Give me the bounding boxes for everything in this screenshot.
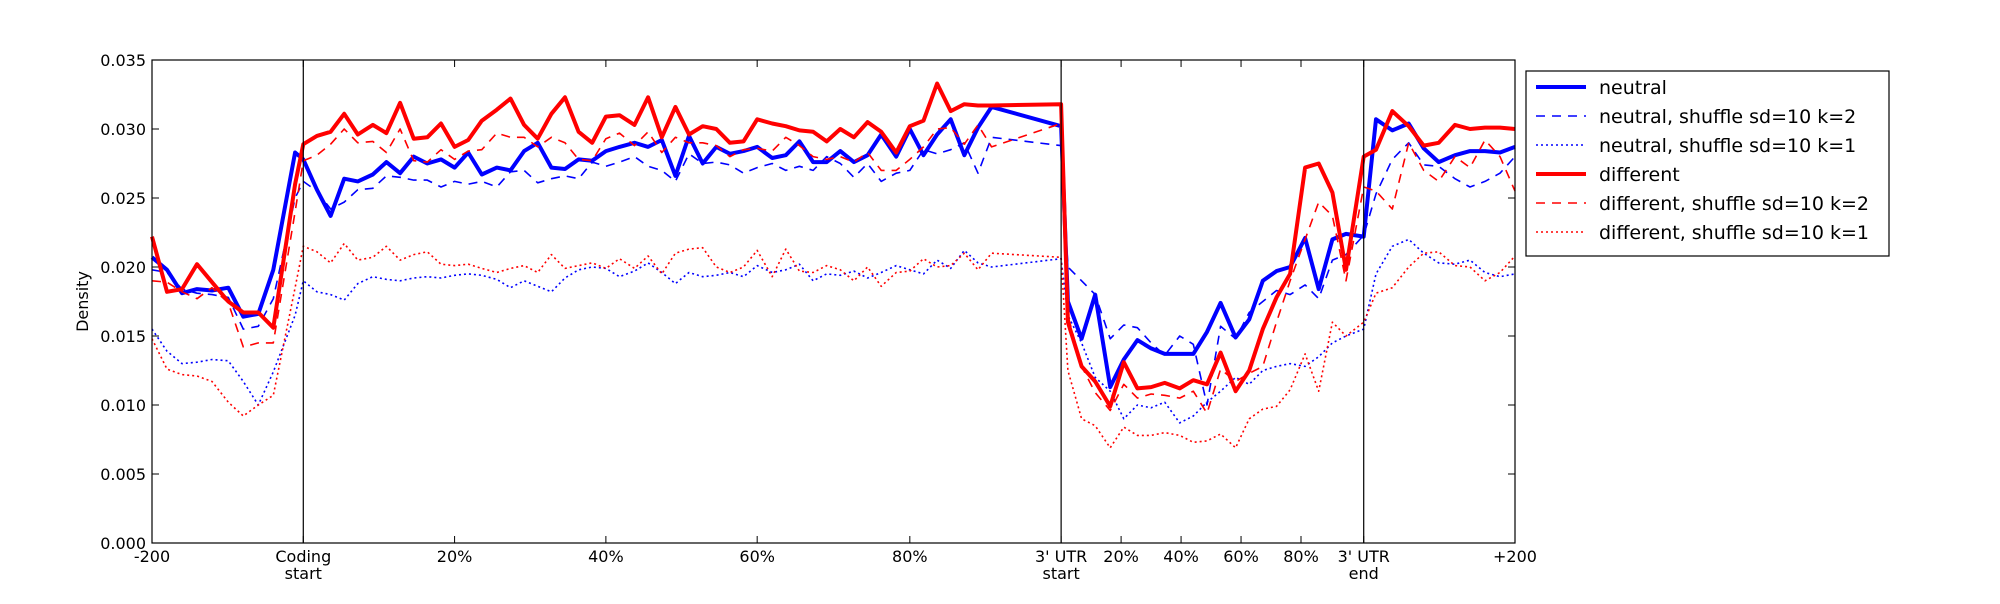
- y-tick-label: 0.010: [100, 396, 146, 415]
- x-tick-label: 80%: [892, 547, 928, 566]
- frame-layer: [151, 59, 1516, 544]
- series-line-4: [150, 81, 1516, 409]
- y-tick-label: 0.025: [100, 189, 146, 208]
- legend-label: different, shuffle sd=10 k=1: [1599, 222, 1869, 244]
- legend: neutral neutral, shuffle sd=10 k=2 neutral…: [1525, 70, 1890, 257]
- x-tick-label: 60%: [1223, 547, 1259, 566]
- plot-frame: [151, 59, 1516, 544]
- y-axis-label: Density: [73, 271, 92, 332]
- legend-label: neutral: [1599, 77, 1667, 99]
- x-tick-label: 60%: [739, 547, 775, 566]
- y-tick-label: 0.030: [100, 120, 146, 139]
- series-line-3: [151, 238, 1516, 424]
- legend-label: neutral, shuffle sd=10 k=1: [1599, 135, 1856, 157]
- y-tick-label: 0.020: [100, 258, 146, 277]
- x-tick-label: 40%: [588, 547, 624, 566]
- series-layer: [150, 81, 1516, 449]
- legend-label: neutral, shuffle sd=10 k=2: [1599, 106, 1856, 128]
- y-tick-label: 0.000: [100, 534, 146, 553]
- series-line-6: [151, 242, 1516, 449]
- x-tick-label: 40%: [1163, 547, 1199, 566]
- legend-label: different: [1599, 164, 1680, 186]
- x-tick-label: 20%: [437, 547, 473, 566]
- x-tick-label: -200: [134, 547, 170, 566]
- y-tick-label: 0.015: [100, 327, 146, 346]
- legend-label: different, shuffle sd=10 k=2: [1599, 193, 1869, 215]
- x-tick-label: 20%: [1103, 547, 1139, 566]
- series-line-1: [150, 104, 1516, 390]
- x-tick-label: +200: [1493, 547, 1537, 566]
- x-tick-label: 3' UTR end: [1338, 547, 1390, 583]
- series-line-2: [151, 136, 1516, 406]
- x-tick-label: 3' UTR start: [1035, 547, 1087, 583]
- y-tick-label: 0.035: [100, 51, 146, 70]
- axes-layer: 0.000 0.005 0.010 0.015 0.020 0.025 0.030 0.035…: [73, 51, 1537, 583]
- legend-box: [1525, 70, 1890, 257]
- x-tick-label: Coding start: [275, 547, 331, 583]
- series-line-5: [151, 122, 1516, 415]
- x-tick-label: 80%: [1283, 547, 1319, 566]
- y-tick-label: 0.005: [100, 465, 146, 484]
